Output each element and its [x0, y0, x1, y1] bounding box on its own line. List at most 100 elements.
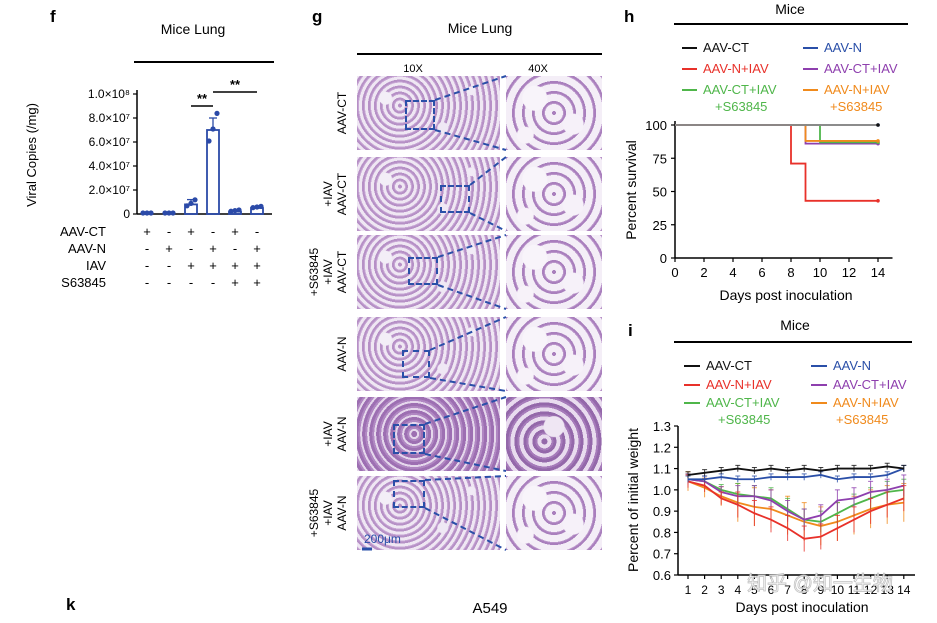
zoom-region-box — [393, 480, 425, 508]
f-point — [148, 210, 154, 216]
f-condition-label: IAV — [86, 258, 106, 273]
f-condition-mark: + — [231, 224, 239, 239]
f-point — [144, 210, 150, 216]
h-ytick-label: 100 — [645, 118, 667, 133]
i-series-line — [687, 478, 904, 523]
zoom-line — [469, 156, 507, 186]
zoom-region-box — [402, 350, 430, 378]
h-xtick-label: 14 — [871, 265, 885, 280]
f-condition-mark: - — [167, 275, 171, 290]
h-ylabel: Percent survival — [623, 140, 639, 240]
g-row-label: AAV-N — [335, 336, 349, 371]
h-xtick-label: 6 — [758, 265, 765, 280]
zoom-line — [437, 234, 507, 258]
h-xtick-label: 10 — [813, 265, 827, 280]
f-condition-mark: + — [209, 241, 217, 256]
f-point — [184, 203, 190, 209]
f-point — [170, 210, 176, 216]
i-xtick-label: 13 — [881, 583, 895, 597]
watermark: 知乎 @知一生物 — [747, 572, 893, 595]
f-ytick-label: 4.0×10⁷ — [89, 159, 130, 173]
f-condition-label: S63845 — [61, 275, 106, 290]
g-row-label: AAV-N — [335, 416, 349, 451]
f-condition-mark: - — [167, 258, 171, 273]
panel-letter-g: g — [312, 7, 322, 26]
h-series-line — [675, 124, 878, 142]
f-condition-label: AAV-N — [68, 241, 106, 256]
i-ytick-label: 1.0 — [653, 483, 671, 498]
h-xtick-label: 8 — [787, 265, 794, 280]
i-legend-label: +S63845 — [836, 412, 888, 427]
i-ytick-label: 0.8 — [653, 525, 671, 540]
h-xlabel: Days post inoculation — [719, 287, 852, 303]
zoom-line — [434, 75, 507, 101]
f-condition-mark: - — [189, 241, 193, 256]
i-legend-label: AAV-N+IAV — [706, 377, 772, 392]
zoom-line — [429, 316, 507, 351]
zoom-line — [434, 129, 507, 151]
g-row-label: +IAV — [321, 500, 335, 525]
i-xtick-label: 5 — [751, 583, 758, 597]
f-point — [250, 205, 256, 211]
i-xtick-label: 3 — [718, 583, 725, 597]
f-point — [214, 110, 220, 116]
f-condition-mark: - — [211, 224, 215, 239]
panel-letter-i: i — [628, 321, 633, 340]
h-legend-label: AAV-N+IAV — [824, 82, 890, 97]
i-legend-label: AAV-N+IAV — [833, 395, 899, 410]
h-legend-label: +S63845 — [830, 99, 882, 114]
zoom-region-box — [408, 257, 438, 285]
h-title: Mice — [775, 1, 805, 17]
h-legend-label: AAV-CT+IAV — [703, 82, 777, 97]
g-row-label: AAV-N — [335, 495, 349, 530]
panel-letter-h: h — [624, 7, 634, 26]
i-xtick-label: 4 — [734, 583, 741, 597]
zoom-region-box — [393, 424, 425, 454]
f-point — [236, 207, 242, 213]
h-xtick-label: 2 — [700, 265, 707, 280]
panel-letter-f: f — [50, 7, 56, 26]
i-ytick-label: 0.7 — [653, 547, 671, 562]
f-condition-mark: + — [253, 258, 261, 273]
weight-chart: Mice AAV-CT AAV-N AAV-N+IAV AAV-CT+IAV AAV-C… — [625, 317, 915, 615]
f-point — [162, 210, 168, 216]
g-col-10x: 10X — [403, 63, 423, 75]
f-point — [206, 138, 212, 144]
zoom-region-box — [405, 100, 435, 130]
h-legend-label: AAV-CT — [703, 40, 749, 55]
i-legend-label: AAV-CT+IAV — [833, 377, 907, 392]
f-condition-mark: - — [233, 241, 237, 256]
i-series-line — [687, 480, 905, 540]
histology-10x-image — [357, 235, 500, 309]
zoom-region-box — [440, 185, 470, 213]
histology-figure: Mice Lung 10X 40X AAV-CT+IAV AAV-CT+S6384… — [307, 20, 602, 551]
i-xtick-label: 1 — [685, 583, 692, 597]
i-xtick-label: 14 — [897, 583, 911, 597]
h-xtick-label: 12 — [842, 265, 856, 280]
f-condition-mark: + — [231, 258, 239, 273]
i-legend-label: +S63845 — [718, 412, 770, 427]
h-legend-label: AAV-CT+IAV — [824, 61, 898, 76]
i-ytick-label: 0.9 — [653, 504, 671, 519]
i-xtick-label: 12 — [864, 583, 878, 597]
zoom-line — [424, 396, 507, 425]
g-row-label: AAV-CT — [335, 91, 349, 134]
i-ytick-label: 1.1 — [653, 462, 671, 477]
i-series-line — [687, 465, 904, 476]
f-title: Mice Lung — [161, 21, 226, 37]
histology-40x-image — [506, 76, 602, 150]
h-ytick-label: 0 — [660, 251, 667, 266]
f-condition-mark: + — [143, 224, 151, 239]
f-point — [258, 203, 264, 209]
f-point — [166, 210, 172, 216]
f-condition-mark: + — [187, 224, 195, 239]
f-condition-mark: + — [253, 275, 261, 290]
f-condition-mark: + — [231, 275, 239, 290]
zoom-line — [424, 475, 507, 481]
f-point — [254, 204, 260, 210]
survival-chart: Mice AAV-CT AAV-N AAV-N+IAV AAV-CT+IAV AAV-C… — [623, 1, 908, 303]
f-point — [188, 200, 194, 206]
i-legend-label: AAV-N — [833, 358, 871, 373]
zoom-line — [429, 377, 507, 392]
g-row-label: +S63845 — [307, 247, 321, 296]
